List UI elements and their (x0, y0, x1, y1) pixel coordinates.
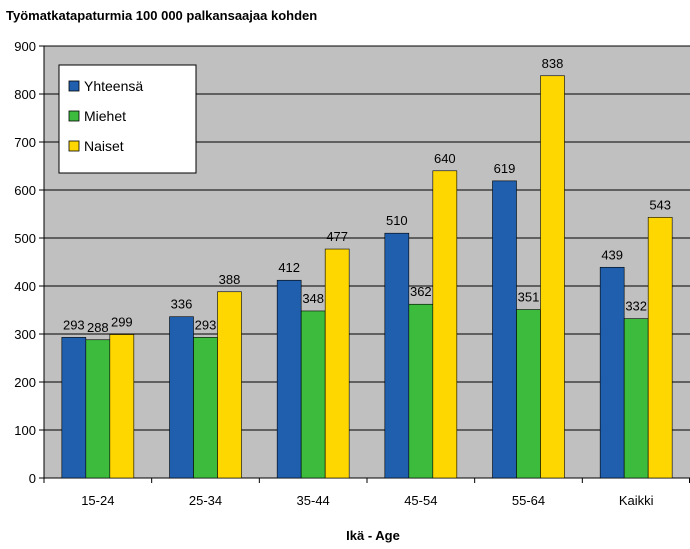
bar-Yhteensä-15-24 (61, 337, 87, 479)
data-label: 288 (87, 320, 109, 335)
data-label: 838 (542, 56, 564, 71)
y-tick-label: 0 (29, 471, 36, 486)
legend-box (58, 64, 197, 174)
data-label: 477 (326, 229, 348, 244)
bar-Naiset-Kaikki (647, 217, 673, 479)
y-tick-label: 400 (14, 279, 36, 294)
bar-Naiset-55-64 (540, 75, 565, 479)
data-label: 439 (601, 247, 623, 262)
y-tick-label: 800 (14, 87, 36, 102)
data-label: 619 (494, 161, 516, 176)
legend-label: Yhteensä (84, 78, 143, 94)
bar-Naiset-25-34 (217, 291, 242, 479)
bar-Yhteensä-55-64 (492, 180, 517, 479)
bar-Yhteensä-35-44 (276, 279, 302, 479)
legend-label: Miehet (84, 108, 126, 124)
x-axis-label: Ikä - Age (346, 528, 400, 543)
bar-Yhteensä-45-54 (384, 232, 410, 479)
legend-swatch-Yhteensä (68, 80, 80, 92)
y-tick-label: 700 (14, 135, 36, 150)
x-tick-label: 45-54 (404, 493, 437, 508)
x-tick-label: 25-34 (189, 493, 222, 508)
bars (61, 75, 673, 479)
data-label: 293 (195, 317, 217, 332)
chart-title: Työmatkatapaturmia 100 000 palkansaajaa … (6, 8, 318, 23)
bar-Yhteensä-25-34 (169, 316, 194, 479)
legend-swatch-Miehet (68, 110, 80, 122)
bar-Miehet-15-24 (85, 339, 111, 479)
x-tick-label: 15-24 (81, 493, 114, 508)
legend-swatch-Naiset (68, 140, 80, 152)
y-tick-label: 600 (14, 183, 36, 198)
bar-Naiset-35-44 (324, 248, 350, 479)
data-label: 348 (302, 291, 324, 306)
bar-Miehet-35-44 (300, 310, 326, 479)
data-label: 332 (625, 299, 647, 314)
data-label: 336 (171, 297, 193, 312)
data-label: 351 (518, 290, 540, 305)
x-tick-label: 55-64 (512, 493, 545, 508)
data-label: 388 (219, 272, 241, 287)
bar-Miehet-25-34 (193, 337, 218, 479)
data-label: 412 (278, 260, 300, 275)
bar-Naiset-45-54 (432, 170, 458, 479)
bar-Yhteensä-Kaikki (599, 266, 625, 479)
bar-Miehet-Kaikki (623, 318, 649, 479)
data-label: 299 (111, 314, 133, 329)
axes: 0 100 200 300 400 500 600 700 800 900 15-24 25-34 35… (14, 39, 690, 508)
data-label: 362 (410, 284, 432, 299)
legend: Yhteensä Miehet Naiset (58, 64, 197, 174)
x-tick-label: 35-44 (297, 493, 330, 508)
y-tick-label: 100 (14, 423, 36, 438)
y-tick-label: 300 (14, 327, 36, 342)
data-label: 293 (63, 317, 85, 332)
legend-label: Naiset (84, 138, 124, 154)
bar-Miehet-45-54 (408, 303, 434, 479)
bar-Naiset-15-24 (109, 334, 135, 479)
y-tick-label: 900 (14, 39, 36, 54)
data-labels: 293 288 2993362933884123484775103626406193… (63, 56, 671, 335)
data-label: 640 (434, 151, 456, 166)
y-tick-label: 500 (14, 231, 36, 246)
data-label: 510 (386, 213, 408, 228)
x-tick-label: Kaikki (619, 493, 654, 508)
bar-Miehet-55-64 (516, 309, 541, 479)
gridlines (44, 45, 690, 431)
data-label: 543 (649, 197, 671, 212)
y-tick-label: 200 (14, 375, 36, 390)
